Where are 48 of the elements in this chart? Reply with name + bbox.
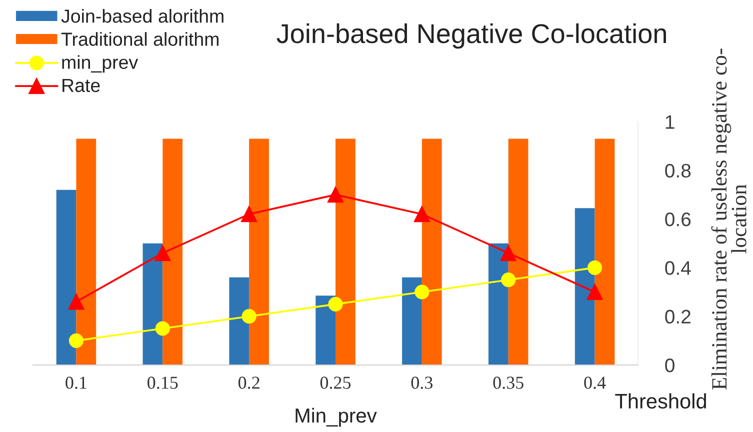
bar xyxy=(594,138,615,365)
bar xyxy=(508,138,528,365)
point xyxy=(68,333,84,348)
bar xyxy=(402,277,422,365)
x-tick-label: 0.25 xyxy=(320,376,351,389)
bar xyxy=(249,138,269,365)
bar xyxy=(162,138,183,365)
bar xyxy=(56,190,76,365)
y-axis-title: Elimination rate of useless negative co- location xyxy=(711,48,746,390)
point xyxy=(328,186,344,203)
y-tick-label: 0.2 xyxy=(665,310,690,324)
legend-label: Rate xyxy=(62,79,100,92)
x-axis-title: Min_prev xyxy=(296,408,377,427)
chart-title: Join-based Negative Co-location xyxy=(276,23,666,49)
bar xyxy=(574,208,595,365)
bar xyxy=(76,138,96,365)
y-tick-label: 0.8 xyxy=(665,164,691,178)
point xyxy=(587,260,602,275)
point xyxy=(414,206,430,222)
x-tick-label: 0.1 xyxy=(66,376,86,389)
legend-label: Traditional alorithm xyxy=(61,32,218,46)
point xyxy=(241,206,258,222)
bar xyxy=(422,138,442,365)
bar xyxy=(488,243,508,365)
point xyxy=(328,296,343,312)
point xyxy=(242,309,256,324)
y-tick-label: 0.4 xyxy=(665,261,691,275)
legend-label: Join-based alorithm xyxy=(61,9,224,23)
x-tick-label: 0.4 xyxy=(584,376,606,389)
bar xyxy=(336,138,356,365)
y-tick-label: 1 xyxy=(666,115,674,129)
y-tick-label: 0.6 xyxy=(665,212,691,226)
bar xyxy=(316,296,336,365)
point xyxy=(500,245,516,262)
point xyxy=(68,294,84,310)
point xyxy=(154,245,171,262)
text: Threshold xyxy=(615,393,706,409)
y-tick-label: 0 xyxy=(665,358,674,372)
bar xyxy=(229,277,250,365)
legend-label: min_prev xyxy=(62,55,138,73)
x-tick-label: 0.3 xyxy=(411,376,433,389)
point xyxy=(414,284,430,300)
point xyxy=(155,321,170,336)
x-tick-label: 0.35 xyxy=(493,376,524,389)
point xyxy=(501,272,516,288)
x-tick-label: 0.2 xyxy=(238,376,260,389)
x-tick-label: 0.15 xyxy=(148,376,178,389)
point xyxy=(586,284,603,300)
